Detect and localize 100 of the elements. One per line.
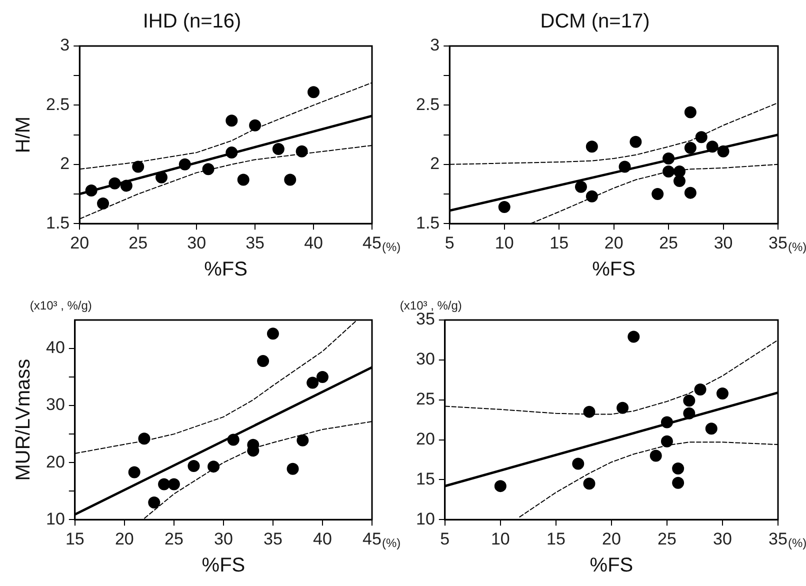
text: (%) (788, 536, 806, 550)
point (672, 462, 684, 475)
point (128, 466, 140, 478)
point (138, 432, 150, 445)
x-tick-label: 40 (313, 529, 332, 548)
x-tick-label: 35 (768, 233, 788, 252)
y-axis-title: MUR/LVmass (12, 358, 35, 481)
point (226, 146, 238, 159)
x-tick-label: 30 (713, 529, 732, 548)
x-axis-title: %FS (204, 258, 248, 281)
y-tick-label: 1.5 (416, 213, 440, 232)
x-tick-label: 30 (714, 233, 733, 252)
point (583, 478, 596, 490)
y-tick-label: 25 (416, 390, 435, 409)
x-tick-label: 30 (187, 233, 206, 252)
point (284, 174, 296, 186)
y-tick-label: 2.5 (46, 94, 70, 114)
point (706, 140, 718, 153)
point (618, 160, 631, 173)
y-tick-label: 20 (46, 452, 65, 472)
y-tick-label: 2.5 (416, 94, 440, 114)
point (132, 160, 144, 173)
x-tick-label: 20 (114, 529, 134, 548)
point (628, 330, 640, 343)
point (683, 394, 696, 407)
y-tick-label: 2 (430, 154, 440, 174)
point (660, 435, 673, 448)
point (662, 152, 675, 164)
y-tick-label: 30 (416, 350, 435, 369)
point (237, 174, 250, 186)
point (572, 458, 584, 470)
x-tick-label: 25 (164, 529, 184, 548)
point (308, 86, 320, 98)
y-axis-title: H/M (12, 116, 35, 154)
x-tick-label: 10 (494, 233, 514, 252)
x-tick-label: 15 (550, 233, 569, 252)
point (695, 131, 708, 144)
x-tick-label: 35 (264, 529, 282, 548)
text: (%) (788, 240, 806, 254)
x-tick-label: 5 (444, 233, 454, 252)
point (574, 180, 587, 193)
point (586, 140, 598, 153)
point (716, 387, 728, 400)
y-tick-label: 40 (46, 338, 65, 358)
x-tick-label: 40 (304, 233, 323, 252)
point (272, 143, 284, 156)
point (108, 177, 121, 190)
x-tick-label: 30 (214, 529, 233, 548)
point (662, 166, 675, 178)
y-tick-label: 10 (416, 509, 435, 528)
chart-title: IHD (n=16) (142, 10, 242, 33)
point (672, 476, 684, 489)
point (178, 158, 191, 170)
x-tick-label: 5 (440, 529, 450, 548)
text: (%) (382, 536, 401, 550)
point (684, 106, 696, 118)
x-tick-label: 20 (602, 529, 621, 548)
x-tick-label: 25 (658, 529, 676, 548)
point (168, 478, 180, 490)
point (120, 180, 132, 192)
point (705, 422, 718, 435)
x-tick-label: 10 (490, 529, 510, 548)
x-tick-label: 15 (546, 529, 566, 548)
point (316, 371, 328, 384)
x-tick-label: 20 (604, 233, 624, 252)
x-tick-label: 45 (362, 529, 382, 548)
point (158, 478, 170, 490)
point (583, 406, 596, 418)
x-tick-label: 45 (362, 233, 382, 252)
point (226, 114, 238, 127)
point (684, 186, 696, 199)
point (684, 142, 696, 154)
point (97, 197, 110, 210)
x-tick-label: 35 (768, 529, 788, 548)
point (286, 462, 299, 475)
point (249, 119, 262, 132)
point (652, 188, 664, 200)
x-axis-title: %FS (202, 554, 246, 577)
point (155, 171, 168, 184)
point (717, 145, 730, 158)
text: (x10³ , %/g) (30, 298, 92, 312)
point (208, 460, 220, 473)
point (202, 163, 214, 176)
x-axis-title: %FS (590, 554, 634, 577)
point (683, 407, 696, 420)
point (650, 450, 662, 462)
text: (x10³ , %/g) (400, 298, 462, 312)
point (227, 434, 240, 446)
y-tick-label: 3 (60, 36, 70, 55)
x-tick-label: 35 (246, 233, 265, 252)
x-tick-label: 25 (128, 233, 148, 252)
y-tick-label: 20 (416, 429, 435, 448)
y-tick-label: 3 (430, 36, 440, 55)
point (257, 355, 270, 368)
y-tick-label: 10 (46, 509, 65, 528)
point (85, 184, 98, 196)
point (148, 496, 160, 508)
point (498, 201, 510, 214)
point (266, 328, 279, 340)
point (630, 136, 642, 148)
